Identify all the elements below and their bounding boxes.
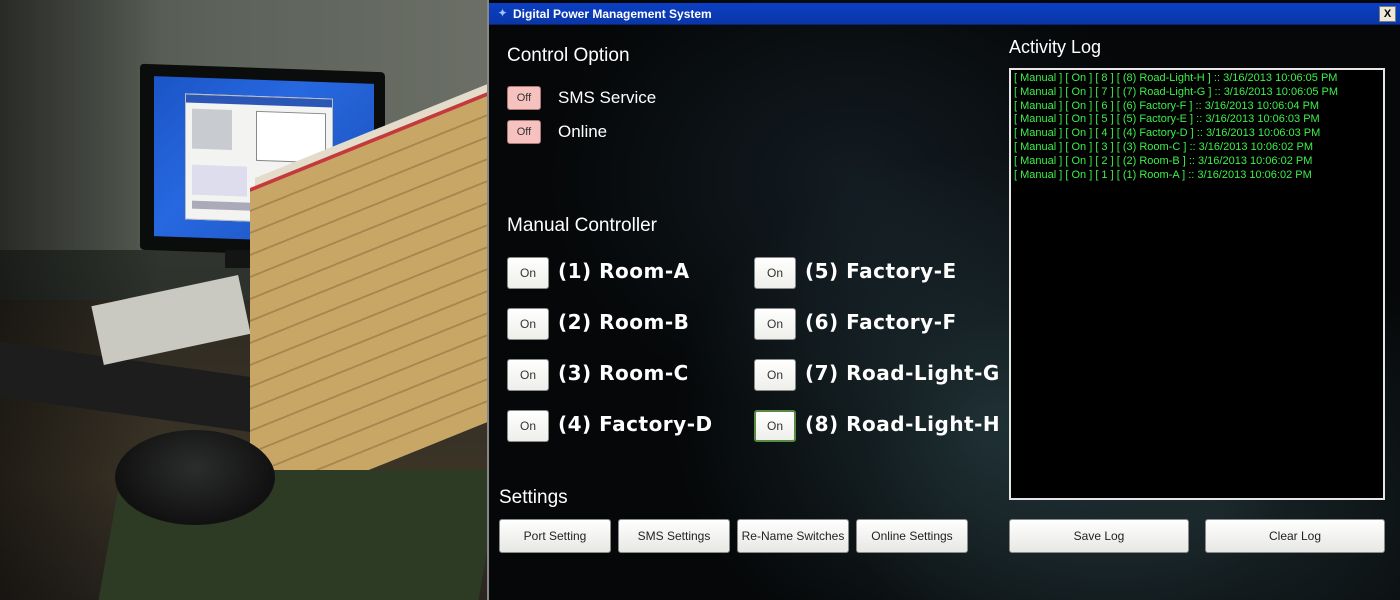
- log-line: [ Manual ] [ On ] [ 1 ] [ (1) Room-A ] :…: [1014, 168, 1312, 181]
- log-line: [ Manual ] [ On ] [ 8 ] [ (8) Road-Light…: [1014, 72, 1338, 84]
- switch-8-label: (8) Road-Light-H: [805, 412, 1001, 436]
- activity-log-list[interactable]: [ Manual ] [ On ] [ 8 ] [ (8) Road-Light…: [1009, 68, 1385, 500]
- switch-4-label: (4) Factory-D: [558, 412, 713, 436]
- switch-3-label: (3) Room-C: [558, 361, 689, 385]
- clear-log-button[interactable]: Clear Log: [1205, 519, 1385, 553]
- switch-6-label: (6) Factory-F: [805, 310, 957, 334]
- switch-4-button[interactable]: On: [507, 410, 549, 442]
- log-line: [ Manual ] [ On ] [ 3 ] [ (3) Room-C ] :…: [1014, 140, 1313, 153]
- switch-8-button[interactable]: On: [754, 410, 796, 442]
- log-line: [ Manual ] [ On ] [ 7 ] [ (7) Road-Light…: [1014, 85, 1339, 98]
- app-window: ✦ Digital Power Management System X Cont…: [487, 0, 1400, 600]
- online-settings-button[interactable]: Online Settings: [856, 519, 968, 553]
- port-setting-button[interactable]: Port Setting: [499, 519, 611, 553]
- control-option-title: Control Option: [507, 45, 630, 66]
- log-line: [ Manual ] [ On ] [ 2 ] [ (2) Room-B ] :…: [1014, 154, 1313, 167]
- switch-5-button[interactable]: On: [754, 257, 796, 289]
- online-toggle[interactable]: Off: [507, 120, 541, 144]
- activity-log-title: Activity Log: [1009, 37, 1102, 57]
- log-line: [ Manual ] [ On ] [ 4 ] [ (4) Factory-D …: [1014, 127, 1321, 140]
- switch-3-button[interactable]: On: [507, 359, 549, 391]
- log-line: [ Manual ] [ On ] [ 5 ] [ (5) Factory-E …: [1014, 113, 1320, 126]
- switch-7-label: (7) Road-Light-G: [805, 361, 1000, 385]
- photo-mouse: [115, 430, 275, 525]
- switch-7-button[interactable]: On: [754, 359, 796, 391]
- rename-switches-button[interactable]: Re-Name Switches: [737, 519, 849, 553]
- title-bar[interactable]: ✦ Digital Power Management System X: [489, 3, 1400, 25]
- app-icon: ✦: [497, 6, 508, 20]
- manual-controller-title: Manual Controller: [507, 215, 657, 236]
- save-log-button[interactable]: Save Log: [1009, 519, 1189, 553]
- window-title: Digital Power Management System: [513, 7, 712, 21]
- log-line: [ Manual ] [ On ] [ 6 ] [ (6) Factory-F …: [1014, 99, 1320, 112]
- switch-1-label: (1) Room-A: [558, 259, 690, 283]
- switch-5-label: (5) Factory-E: [805, 259, 957, 283]
- switch-6-button[interactable]: On: [754, 308, 796, 340]
- sms-settings-button[interactable]: SMS Settings: [618, 519, 730, 553]
- switch-1-button[interactable]: On: [507, 257, 549, 289]
- switch-2-button[interactable]: On: [507, 308, 549, 340]
- settings-title: Settings: [499, 487, 568, 508]
- sms-service-label: SMS Service: [558, 88, 657, 107]
- setup-photo: [0, 0, 487, 600]
- switch-2-label: (2) Room-B: [558, 310, 690, 334]
- close-button[interactable]: X: [1379, 6, 1396, 22]
- sms-service-toggle[interactable]: Off: [507, 86, 541, 110]
- online-label: Online: [558, 122, 608, 141]
